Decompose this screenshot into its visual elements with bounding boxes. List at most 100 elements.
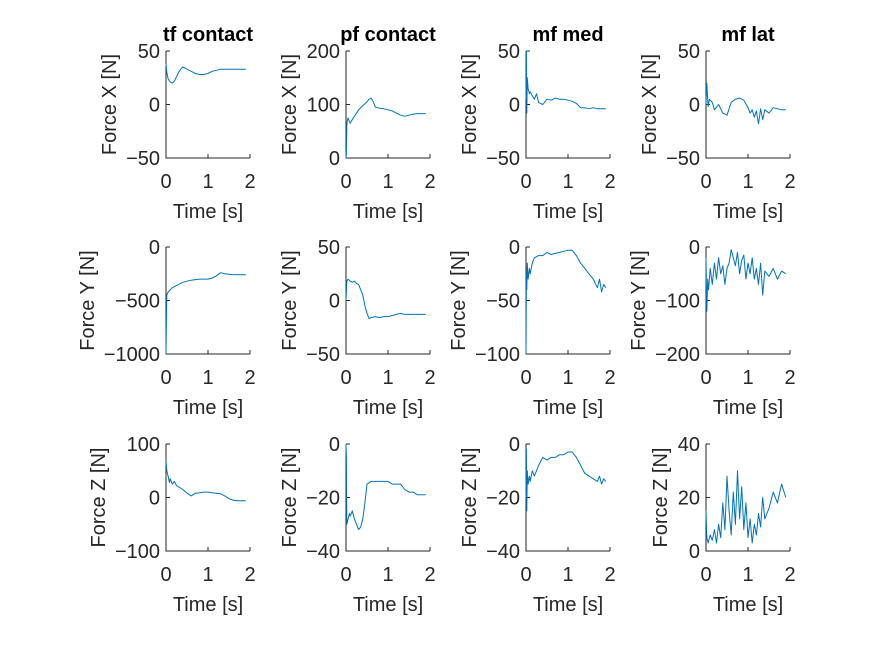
x-axis-label: Time [s]	[173, 594, 243, 616]
x-tick-label: 1	[382, 367, 393, 389]
y-tick-label: 0	[149, 95, 160, 117]
y-axis-label: Force X [N]	[459, 54, 481, 155]
y-tick-label: 50	[318, 237, 340, 259]
x-tick-label: 1	[382, 564, 393, 586]
subplot-title: mf med	[532, 24, 603, 46]
x-tick-label: 1	[562, 171, 573, 193]
y-tick-label: 0	[149, 237, 160, 259]
series-line	[705, 249, 787, 312]
x-tick-label: 2	[244, 367, 255, 389]
x-tick-label: 0	[160, 564, 171, 586]
y-axis-label: Force Y [N]	[628, 250, 650, 350]
series-line	[525, 249, 607, 355]
series-line	[165, 272, 246, 355]
y-tick-label: 0	[329, 291, 340, 313]
y-tick-label: −500	[115, 291, 160, 313]
y-tick-label: 20	[678, 488, 700, 510]
x-tick-label: 2	[604, 171, 615, 193]
y-tick-label: 100	[127, 434, 160, 456]
x-axis-label: Time [s]	[353, 397, 423, 419]
x-axis-label: Time [s]	[353, 201, 423, 223]
y-axis-label: Force X [N]	[99, 54, 121, 155]
axes-frame	[525, 247, 610, 355]
subplot-title: tf contact	[163, 24, 253, 46]
x-axis-label: Time [s]	[713, 201, 783, 223]
y-tick-label: 50	[498, 41, 520, 63]
y-axis-label: Force X [N]	[279, 54, 301, 155]
y-tick-label: 0	[509, 237, 520, 259]
series-line	[345, 278, 426, 320]
y-tick-label: 0	[689, 95, 700, 117]
y-axis-label: Force Z [N]	[88, 447, 110, 547]
x-tick-label: 2	[424, 564, 435, 586]
x-tick-label: 0	[340, 367, 351, 389]
axes-frame	[165, 247, 250, 355]
y-tick-label: 0	[689, 541, 700, 563]
y-axis-label: Force X [N]	[639, 54, 661, 155]
y-axis-label: Force Y [N]	[448, 250, 470, 350]
x-tick-label: 2	[424, 171, 435, 193]
y-tick-label: 0	[509, 95, 520, 117]
y-tick-label: 0	[509, 434, 520, 456]
y-tick-label: −50	[306, 344, 340, 366]
axes-frame	[525, 51, 610, 159]
y-tick-label: −100	[475, 344, 520, 366]
x-tick-label: 0	[700, 367, 711, 389]
x-tick-label: 0	[340, 564, 351, 586]
axes-frame	[165, 444, 250, 552]
y-tick-label: −40	[306, 541, 340, 563]
series-line	[525, 448, 607, 512]
y-tick-label: −1000	[104, 344, 160, 366]
x-tick-label: 1	[742, 171, 753, 193]
subplot-title: mf lat	[721, 24, 775, 46]
axes-frame	[165, 51, 250, 159]
y-tick-label: −200	[655, 344, 700, 366]
x-tick-label: 0	[520, 171, 531, 193]
x-tick-label: 1	[562, 367, 573, 389]
y-tick-label: −20	[486, 488, 520, 510]
x-axis-label: Time [s]	[533, 594, 603, 616]
y-tick-label: −100	[115, 541, 160, 563]
x-axis-label: Time [s]	[713, 594, 783, 616]
x-tick-label: 0	[520, 564, 531, 586]
y-tick-label: 50	[678, 41, 700, 63]
y-tick-label: −40	[486, 541, 520, 563]
x-tick-label: 1	[742, 367, 753, 389]
y-tick-label: 50	[138, 41, 160, 63]
subplot-title: pf contact	[340, 24, 436, 46]
x-tick-label: 1	[382, 171, 393, 193]
x-tick-label: 2	[604, 367, 615, 389]
x-tick-label: 1	[202, 367, 213, 389]
y-tick-label: 40	[678, 434, 700, 456]
x-tick-label: 0	[160, 367, 171, 389]
x-axis-label: Time [s]	[533, 397, 603, 419]
x-tick-label: 0	[160, 171, 171, 193]
series-line	[165, 460, 246, 502]
x-tick-label: 1	[202, 171, 213, 193]
series-line	[165, 63, 246, 84]
y-tick-label: −20	[306, 488, 340, 510]
x-tick-label: 2	[244, 171, 255, 193]
y-axis-label: Force Y [N]	[77, 250, 99, 350]
series-line	[705, 82, 786, 125]
series-line	[525, 50, 606, 114]
y-tick-label: 0	[329, 148, 340, 170]
x-axis-label: Time [s]	[533, 201, 603, 223]
y-tick-label: 0	[149, 488, 160, 510]
x-tick-label: 0	[340, 171, 351, 193]
x-tick-label: 0	[700, 171, 711, 193]
y-tick-label: 100	[307, 95, 340, 117]
x-tick-label: 1	[202, 564, 213, 586]
x-axis-label: Time [s]	[353, 594, 423, 616]
